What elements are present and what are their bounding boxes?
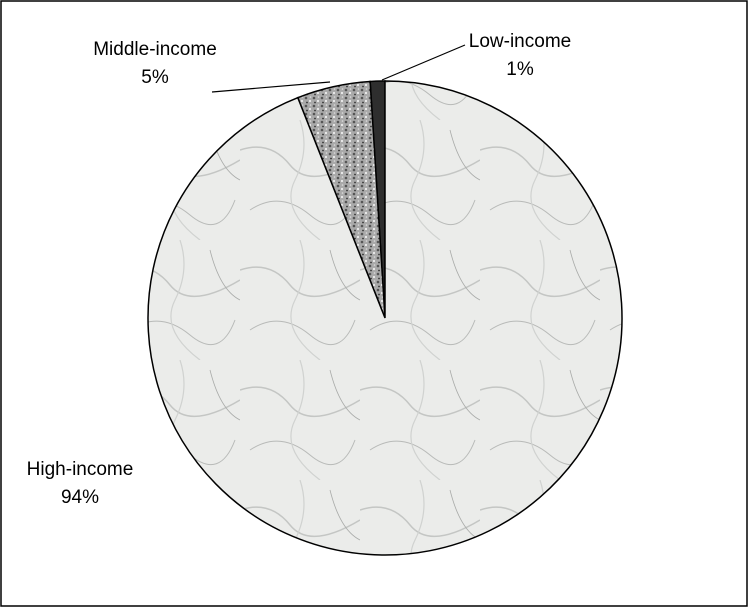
slice-value-label: 94% <box>61 487 99 508</box>
pie-slice <box>147 80 623 556</box>
pie <box>147 80 623 556</box>
slice-category-label: Low-income <box>469 31 571 52</box>
leader-line <box>381 44 466 81</box>
slice-value-label: 1% <box>506 59 534 80</box>
slice-category-label: High-income <box>27 459 134 480</box>
slice-category-label: Middle-income <box>93 39 217 60</box>
slice-value-label: 5% <box>141 67 169 88</box>
leader-line <box>211 81 331 93</box>
